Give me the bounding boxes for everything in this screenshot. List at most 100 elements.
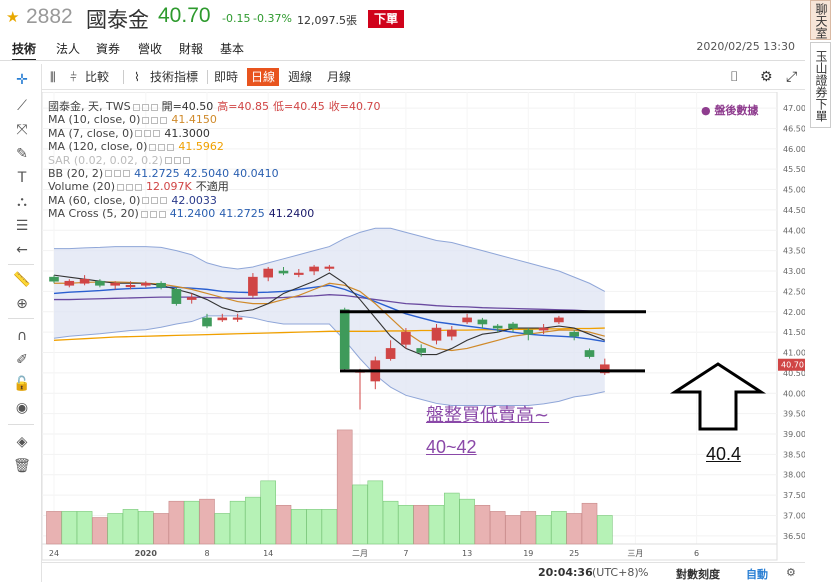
legend-name[interactable]: MA (120, close, 0) xyxy=(48,140,148,154)
brush-icon[interactable]: ✎ xyxy=(16,146,28,162)
y-tick-label: 41.00 xyxy=(783,349,805,358)
legend-value: 不適用 xyxy=(195,180,229,194)
tab-financials[interactable]: 財報 xyxy=(179,42,204,56)
percent-toggle[interactable]: % xyxy=(638,566,649,579)
legend-name[interactable]: Volume (20) xyxy=(48,180,115,194)
text-tool-icon[interactable]: T xyxy=(17,170,27,186)
tab-basic[interactable]: 基本 xyxy=(220,42,245,56)
legend-control-icon[interactable] xyxy=(142,116,150,124)
legend-name[interactable]: MA (60, close, 0) xyxy=(48,193,141,207)
legend-name[interactable]: MA Cross (5, 20) xyxy=(48,207,139,221)
tab-institutional[interactable]: 法人 xyxy=(56,42,81,56)
candle-body xyxy=(416,348,427,353)
legend-control-icon[interactable] xyxy=(153,130,161,138)
pencil-lock-icon[interactable]: ✐ xyxy=(16,352,28,368)
legend-control-icon[interactable] xyxy=(160,197,168,205)
legend-control-icon[interactable] xyxy=(140,210,148,218)
magnet-icon[interactable]: ∩ xyxy=(16,328,28,344)
legend-control-icon[interactable] xyxy=(158,210,166,218)
daily-button[interactable]: 日線 xyxy=(247,68,280,86)
indicators-button[interactable]: 技術指標 xyxy=(150,70,199,84)
legend-name[interactable]: 國泰金, 天, TWS xyxy=(48,100,131,113)
star-icon[interactable]: ★ xyxy=(6,8,20,26)
volume-bar xyxy=(566,513,583,545)
lock-icon[interactable]: 🔓 xyxy=(13,376,31,392)
volume-bar xyxy=(321,509,338,545)
volume-bar xyxy=(138,511,154,545)
y-tick-label: 46.00 xyxy=(783,145,805,154)
legend-control-icon[interactable] xyxy=(149,210,157,218)
legend-control-icon[interactable] xyxy=(149,143,157,151)
tab-revenue[interactable]: 營收 xyxy=(138,42,163,56)
auto-scale-toggle[interactable]: 自動 xyxy=(746,568,768,581)
toolbar-divider xyxy=(207,70,208,84)
legend-value: 41.2400 xyxy=(268,207,315,221)
legend-control-icon[interactable] xyxy=(150,103,158,111)
volume-bar xyxy=(168,500,185,545)
legend-value: 42.0033 xyxy=(171,193,217,207)
legend-control-icon[interactable] xyxy=(142,197,150,205)
legend-name[interactable]: BB (20, 2) xyxy=(48,166,104,180)
legend-control-icon[interactable] xyxy=(151,197,159,205)
legend-control-icon[interactable] xyxy=(105,170,113,178)
legend-control-icon[interactable] xyxy=(173,157,181,165)
zoom-in-icon[interactable]: ⊕ xyxy=(16,296,28,312)
legend-name[interactable]: MA (7, close, 0) xyxy=(48,126,134,140)
legend-control-icon[interactable] xyxy=(164,157,172,165)
weekly-button[interactable]: 週線 xyxy=(288,70,313,84)
camera-icon[interactable]: ⌷ xyxy=(730,69,739,85)
fullscreen-icon[interactable]: ⤢ xyxy=(786,69,798,85)
trendline-icon[interactable]: ⟋ xyxy=(17,98,27,114)
chart-toolbar: ⫼ ⫩ 比較 ⌇ 技術指標 即時 日線 週線 月線 ⌷ ⚙ ⤢ xyxy=(42,64,805,90)
quote-header: ★ 2882 國泰金 40.70 -0.15 -0.37% 12,097.5張 … xyxy=(0,0,805,36)
up-arrow-drawing xyxy=(669,362,767,431)
eye-icon[interactable]: ◉ xyxy=(15,400,29,416)
legend-control-icon[interactable] xyxy=(144,130,152,138)
back-arrow-icon[interactable]: ← xyxy=(16,242,28,258)
prediction-tool-icon[interactable]: ☰ xyxy=(15,218,29,234)
monthly-button[interactable]: 月線 xyxy=(327,70,352,84)
layers-icon[interactable]: ◈ xyxy=(16,434,28,450)
tab-margin[interactable]: 資券 xyxy=(96,42,121,56)
settings-icon[interactable]: ⚙ xyxy=(786,566,796,579)
legend-control-icon[interactable] xyxy=(135,183,142,191)
legend-control-icon[interactable] xyxy=(114,170,122,178)
legend-control-icon[interactable] xyxy=(132,103,140,111)
candle-body xyxy=(156,282,166,288)
realtime-button[interactable]: 即時 xyxy=(214,70,239,84)
compare-icon[interactable]: ⫩ xyxy=(70,70,77,84)
legend-control-icon[interactable] xyxy=(182,157,190,165)
current-price-label: 40.70 xyxy=(781,361,804,370)
log-scale-toggle[interactable]: 對數刻度 xyxy=(676,568,720,581)
order-button[interactable]: 下單 xyxy=(368,10,404,28)
legend-name[interactable]: MA (10, close, 0) xyxy=(48,113,141,127)
legend-control-icon[interactable] xyxy=(160,116,168,124)
crosshair-icon[interactable]: ✛ xyxy=(16,72,28,88)
indicator-icon[interactable]: ⌇ xyxy=(134,70,140,84)
price-chart[interactable]: 47.00 46.50 46.00 45.50 45.00 44.50 44.00 43.50… xyxy=(42,92,805,562)
legend-control-icon[interactable] xyxy=(126,183,133,191)
y-tick-label: 44.50 xyxy=(783,206,805,215)
legend-control-icon[interactable] xyxy=(117,183,124,191)
legend-control-icon[interactable] xyxy=(167,143,175,151)
after-hours-data-button[interactable]: ● 盤後數據 xyxy=(701,104,759,117)
legend-control-icon[interactable] xyxy=(151,116,159,124)
legend-control-icon[interactable] xyxy=(123,170,131,178)
pattern-tool-icon[interactable]: ⛬ xyxy=(17,194,27,210)
toolbar-divider xyxy=(8,318,34,319)
legend-name[interactable]: SAR (0.02, 0.02, 0.2) xyxy=(48,153,163,167)
candle-body xyxy=(477,319,488,325)
legend-control-icon[interactable] xyxy=(158,143,166,151)
trash-icon[interactable]: 🗑 xyxy=(13,458,31,474)
legend-control-icon[interactable] xyxy=(135,130,143,138)
gear-icon[interactable]: ⚙ xyxy=(760,69,773,85)
compare-button[interactable]: 比較 xyxy=(85,70,110,84)
tab-technical[interactable]: 技術 xyxy=(12,40,37,61)
esun-order-tab[interactable]: 玉山證券下單 xyxy=(810,42,831,128)
chatroom-tab[interactable]: 聊天室 xyxy=(810,0,831,40)
candle-type-icon[interactable]: ⫼ xyxy=(50,70,56,84)
legend-control-icon[interactable] xyxy=(141,103,149,111)
bb-upper-line xyxy=(54,227,606,292)
ruler-icon[interactable]: 📏 xyxy=(13,272,31,288)
fib-tool-icon[interactable]: ⤧ xyxy=(16,122,28,138)
